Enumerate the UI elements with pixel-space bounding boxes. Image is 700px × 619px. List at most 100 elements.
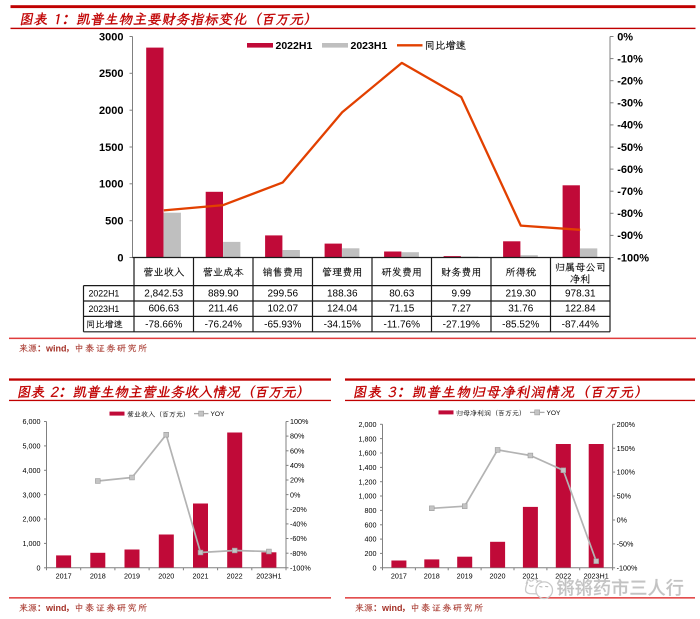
svg-text:211.46: 211.46 bbox=[208, 304, 238, 315]
svg-text:-100%: -100% bbox=[617, 563, 638, 572]
svg-text:299.56: 299.56 bbox=[267, 288, 298, 299]
svg-text:-65.93%: -65.93% bbox=[264, 319, 301, 330]
svg-text:-100%: -100% bbox=[617, 252, 649, 264]
svg-text:80%: 80% bbox=[290, 432, 305, 441]
svg-text:-78.66%: -78.66% bbox=[145, 319, 182, 330]
svg-text:2021: 2021 bbox=[192, 572, 208, 581]
svg-text:2,000: 2,000 bbox=[359, 420, 377, 429]
svg-text:188.36: 188.36 bbox=[327, 288, 358, 299]
svg-text:0%: 0% bbox=[617, 31, 633, 43]
svg-text:978.31: 978.31 bbox=[565, 288, 596, 299]
svg-text:-20%: -20% bbox=[290, 505, 307, 514]
svg-text:2022H1: 2022H1 bbox=[89, 288, 120, 298]
svg-text:31.76: 31.76 bbox=[508, 304, 533, 315]
svg-text:wind: wind bbox=[45, 603, 67, 613]
svg-text:-80%: -80% bbox=[290, 549, 307, 558]
svg-text:2020: 2020 bbox=[490, 572, 506, 581]
svg-text:1000: 1000 bbox=[99, 179, 123, 191]
svg-text:60%: 60% bbox=[290, 446, 305, 455]
svg-text:1,000: 1,000 bbox=[23, 539, 41, 548]
svg-text:-85.52%: -85.52% bbox=[502, 319, 539, 330]
svg-text:122.84: 122.84 bbox=[565, 304, 596, 315]
svg-text:2023H1: 2023H1 bbox=[351, 40, 388, 52]
svg-text:-60%: -60% bbox=[290, 534, 307, 543]
svg-text:2023H1: 2023H1 bbox=[584, 572, 609, 581]
svg-text:0%: 0% bbox=[290, 490, 301, 499]
svg-text:400: 400 bbox=[365, 535, 377, 544]
svg-text:-60%: -60% bbox=[617, 164, 643, 176]
svg-text:124.04: 124.04 bbox=[327, 304, 358, 315]
svg-text:-40%: -40% bbox=[617, 120, 643, 132]
svg-text:2,842.53: 2,842.53 bbox=[144, 288, 183, 299]
svg-text:-50%: -50% bbox=[617, 142, 643, 154]
svg-text:0: 0 bbox=[37, 563, 41, 572]
svg-text:1,400: 1,400 bbox=[359, 463, 377, 472]
svg-text:20%: 20% bbox=[290, 476, 305, 485]
svg-text:1500: 1500 bbox=[99, 142, 123, 154]
svg-text:2,000: 2,000 bbox=[23, 515, 41, 524]
svg-text:-80%: -80% bbox=[617, 208, 643, 220]
svg-text:2017: 2017 bbox=[56, 572, 72, 581]
svg-text:-27.19%: -27.19% bbox=[443, 319, 480, 330]
svg-text:1,000: 1,000 bbox=[359, 492, 377, 501]
svg-text:-90%: -90% bbox=[617, 230, 643, 242]
svg-text:4,000: 4,000 bbox=[23, 466, 41, 475]
svg-text:40%: 40% bbox=[290, 461, 305, 470]
svg-text:600: 600 bbox=[365, 520, 377, 529]
svg-text:3,000: 3,000 bbox=[23, 490, 41, 499]
svg-text:889.90: 889.90 bbox=[208, 288, 239, 299]
svg-text:1,800: 1,800 bbox=[359, 434, 377, 443]
svg-text:80.63: 80.63 bbox=[389, 288, 414, 299]
svg-text:1,600: 1,600 bbox=[359, 449, 377, 458]
svg-text:2017: 2017 bbox=[391, 572, 407, 581]
svg-text:2022H1: 2022H1 bbox=[276, 40, 313, 52]
svg-text:2022: 2022 bbox=[227, 572, 243, 581]
svg-text:200: 200 bbox=[365, 549, 377, 558]
svg-text:-87.44%: -87.44% bbox=[562, 319, 599, 330]
svg-text:2021: 2021 bbox=[522, 572, 538, 581]
svg-text:100%: 100% bbox=[290, 417, 309, 426]
svg-text:-70%: -70% bbox=[617, 186, 643, 198]
svg-text:wind: wind bbox=[381, 603, 403, 613]
svg-text:3000: 3000 bbox=[99, 31, 123, 43]
svg-text:2500: 2500 bbox=[99, 68, 123, 80]
svg-text:200%: 200% bbox=[617, 420, 636, 429]
svg-text:7.27: 7.27 bbox=[452, 304, 472, 315]
svg-text:6,000: 6,000 bbox=[23, 417, 41, 426]
svg-text:-40%: -40% bbox=[290, 520, 307, 529]
svg-text:1,200: 1,200 bbox=[359, 477, 377, 486]
svg-text:wind: wind bbox=[45, 343, 67, 353]
svg-text:2019: 2019 bbox=[124, 572, 140, 581]
svg-text:-30%: -30% bbox=[617, 98, 643, 110]
svg-text:2019: 2019 bbox=[457, 572, 473, 581]
svg-text:800: 800 bbox=[365, 506, 377, 515]
svg-text:219.30: 219.30 bbox=[505, 288, 536, 299]
svg-text:2018: 2018 bbox=[424, 572, 440, 581]
svg-text:5,000: 5,000 bbox=[23, 441, 41, 450]
svg-text:2018: 2018 bbox=[90, 572, 106, 581]
svg-text:2000: 2000 bbox=[99, 105, 123, 117]
svg-text:100%: 100% bbox=[617, 468, 636, 477]
svg-text:-11.76%: -11.76% bbox=[383, 319, 420, 330]
svg-text:-50%: -50% bbox=[617, 539, 634, 548]
svg-text:-76.24%: -76.24% bbox=[205, 319, 242, 330]
svg-text:-20%: -20% bbox=[617, 76, 643, 88]
svg-text:-100%: -100% bbox=[290, 563, 311, 572]
svg-text:71.15: 71.15 bbox=[389, 304, 414, 315]
svg-text:-34.15%: -34.15% bbox=[324, 319, 361, 330]
svg-text:2022: 2022 bbox=[555, 572, 571, 581]
svg-text:0: 0 bbox=[373, 563, 377, 572]
svg-text:0%: 0% bbox=[617, 516, 628, 525]
svg-text:YOY: YOY bbox=[547, 410, 562, 417]
svg-text:YOY: YOY bbox=[211, 411, 226, 418]
svg-text:9.99: 9.99 bbox=[452, 288, 472, 299]
svg-text:50%: 50% bbox=[617, 492, 632, 501]
svg-text:2023H1: 2023H1 bbox=[256, 572, 281, 581]
svg-text:150%: 150% bbox=[617, 444, 636, 453]
svg-text:500: 500 bbox=[105, 215, 123, 227]
svg-text:102.07: 102.07 bbox=[267, 304, 298, 315]
svg-text:2020: 2020 bbox=[158, 572, 174, 581]
svg-text:0: 0 bbox=[117, 252, 123, 264]
svg-text:-10%: -10% bbox=[617, 53, 643, 65]
svg-text:2023H1: 2023H1 bbox=[89, 304, 120, 314]
